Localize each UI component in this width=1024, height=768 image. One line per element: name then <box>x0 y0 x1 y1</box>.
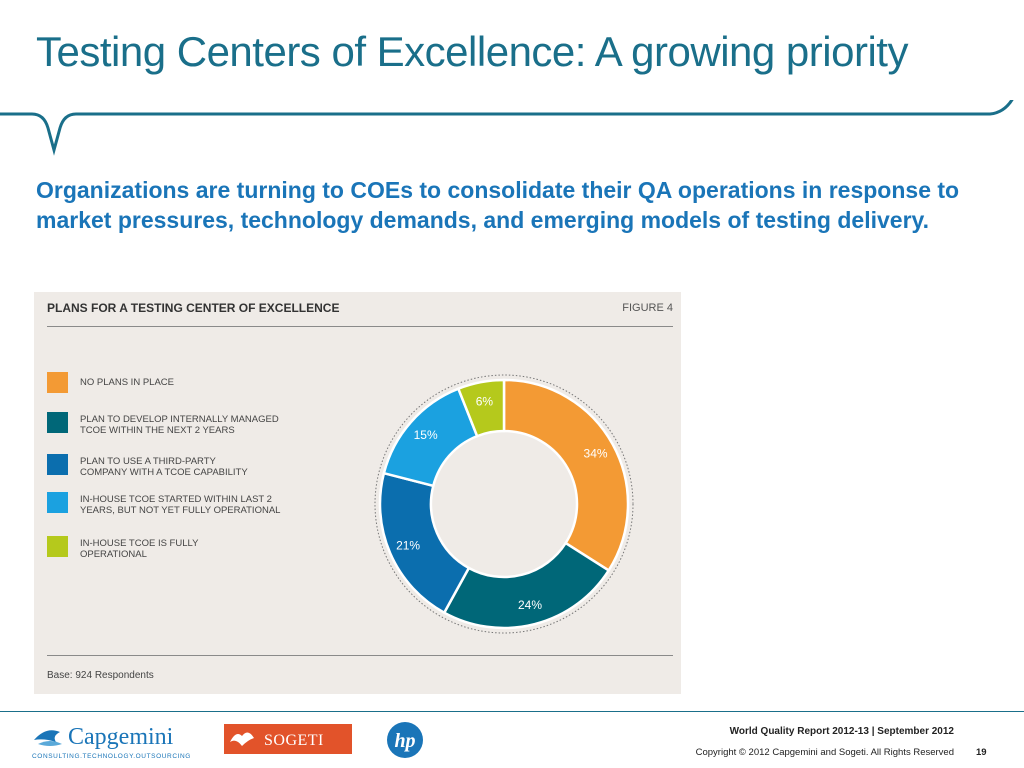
figure-label: FIGURE 4 <box>622 302 673 314</box>
donut-slice <box>378 471 471 615</box>
legend-swatch <box>47 536 68 557</box>
legend-label: PLAN TO DEVELOP INTERNALLY MANAGED TCOE … <box>80 414 279 436</box>
donut-data-label: 21% <box>396 539 420 553</box>
donut-data-label: 34% <box>584 447 608 461</box>
footer-report: World Quality Report 2012-13 | September… <box>729 726 954 737</box>
footer-divider <box>0 711 1024 712</box>
donut-data-label: 6% <box>476 394 494 408</box>
slide-title: Testing Centers of Excellence: A growing… <box>36 28 908 75</box>
figure-base-note: Base: 924 Respondents <box>47 670 154 681</box>
legend-label: NO PLANS IN PLACE <box>80 377 174 388</box>
hp-wordmark: hp <box>394 730 415 752</box>
legend-swatch <box>47 372 68 393</box>
donut-chart: 34% 24% 21% 15% 6% <box>374 374 634 634</box>
legend-label: IN-HOUSE TCOE STARTED WITHIN LAST 2 YEAR… <box>80 494 281 516</box>
page-number: 19 <box>976 747 987 758</box>
figure-panel: PLANS FOR A TESTING CENTER OF EXCELLENCE… <box>34 292 681 694</box>
donut-data-label: 15% <box>414 428 438 442</box>
capgemini-wordmark: Capgemini <box>68 724 174 750</box>
donut-slice <box>456 378 506 438</box>
donut-slice <box>502 378 630 573</box>
figure-heading: PLANS FOR A TESTING CENTER OF EXCELLENCE <box>47 301 340 315</box>
figure-bottom-rule <box>47 655 673 656</box>
legend-label: IN-HOUSE TCOE IS FULLY OPERATIONAL <box>80 538 199 560</box>
sogeti-logo: SOGETI <box>224 724 352 754</box>
footer-copyright: Copyright © 2012 Capgemini and Sogeti. A… <box>695 747 954 758</box>
donut-data-label: 24% <box>518 598 542 612</box>
legend-label: PLAN TO USE A THIRD-PARTY COMPANY WITH A… <box>80 456 248 478</box>
donut-dotted-ring <box>374 374 634 634</box>
capgemini-tagline: CONSULTING.TECHNOLOGY.OUTSOURCING <box>32 753 191 760</box>
sogeti-wordmark: SOGETI <box>264 732 324 749</box>
donut-slice <box>442 541 611 630</box>
capgemini-logo: Capgemini CONSULTING.TECHNOLOGY.OUTSOURC… <box>32 724 191 760</box>
legend-swatch <box>47 412 68 433</box>
slide-subtitle: Organizations are turning to COEs to con… <box>36 177 960 233</box>
hp-logo: hp <box>387 722 423 758</box>
legend-swatch <box>47 454 68 475</box>
legend-swatch <box>47 492 68 513</box>
figure-top-rule <box>47 326 673 327</box>
title-divider <box>0 100 1014 156</box>
